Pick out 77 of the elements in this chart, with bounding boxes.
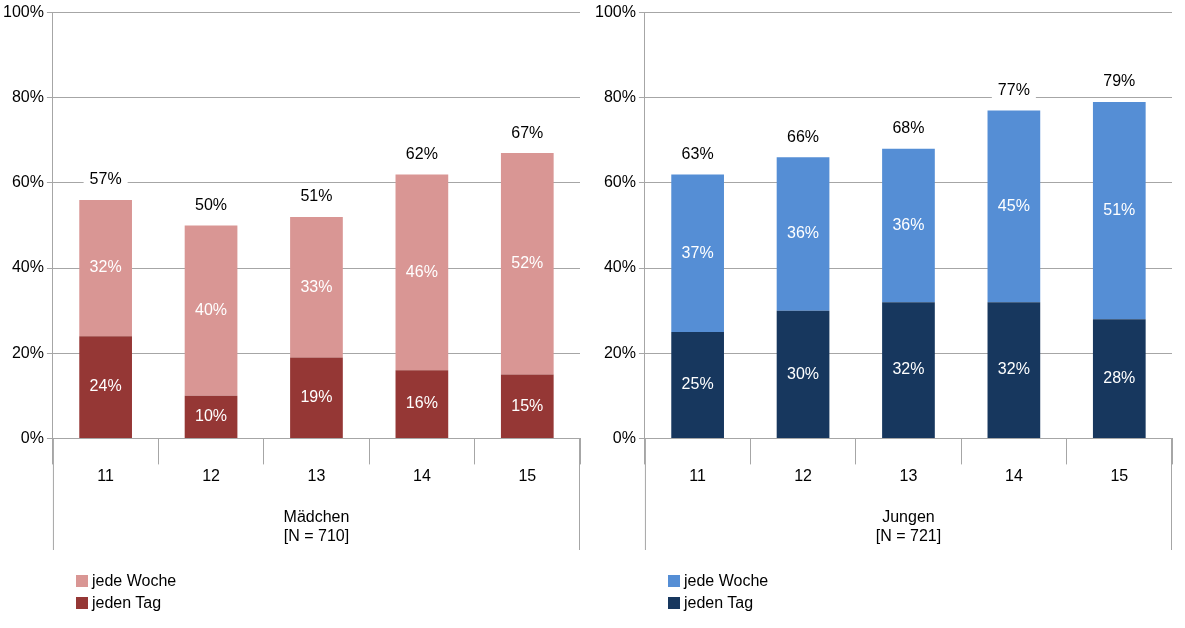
- total-label: 77%: [997, 80, 1030, 98]
- x-tick-label: 15: [518, 467, 537, 485]
- x-tick-label: 11: [689, 467, 707, 485]
- x-tick-label: 13: [899, 467, 918, 485]
- y-tick-label: 0%: [612, 428, 636, 446]
- bar: [882, 148, 935, 303]
- y-tick-label: 60%: [11, 173, 44, 191]
- y-tick-label: 80%: [11, 88, 44, 106]
- data-label: 32%: [997, 360, 1030, 378]
- total-label: 63%: [681, 144, 714, 162]
- y-tick-label: 20%: [11, 343, 44, 361]
- data-label: 28%: [1103, 368, 1136, 386]
- bar: [290, 216, 343, 358]
- y-tick-label: 40%: [11, 258, 44, 276]
- data-label: 33%: [300, 277, 333, 295]
- y-tick-label: 100%: [595, 3, 636, 21]
- bar: [1092, 319, 1146, 438]
- data-label: 45%: [997, 196, 1030, 214]
- legend-label: jede Woche: [92, 572, 177, 590]
- total-label: 68%: [892, 119, 925, 137]
- x-tick-label: 12: [202, 467, 221, 485]
- x-tick-label: 12: [794, 467, 813, 485]
- legend-label: jeden Tag: [684, 594, 754, 612]
- legend-label: jede Woche: [684, 572, 769, 590]
- y-tick-label: 60%: [603, 173, 636, 191]
- bar: [987, 110, 1041, 303]
- bar: [395, 370, 449, 438]
- data-label: 24%: [89, 377, 122, 395]
- y-tick-label: 80%: [603, 88, 636, 106]
- x-tick-label: 13: [307, 467, 326, 485]
- y-tick-label: 100%: [3, 3, 44, 21]
- data-label: 19%: [300, 388, 333, 406]
- x-axis-title: Jungen [N = 721]: [875, 507, 942, 544]
- data-label: 15%: [511, 396, 544, 414]
- bar: [776, 310, 830, 438]
- total-label: 67%: [511, 123, 544, 141]
- data-label: 36%: [892, 215, 925, 233]
- y-tick-label: 0%: [20, 428, 44, 446]
- total-label: 79%: [1103, 72, 1136, 90]
- x-axis-title: Mädchen [N = 710]: [283, 507, 350, 544]
- x-tick-label: 14: [412, 467, 431, 485]
- bar: [500, 153, 554, 375]
- x-tick-label: 15: [1110, 467, 1129, 485]
- bar: [671, 174, 724, 332]
- total-label: 51%: [300, 187, 333, 205]
- data-label: 30%: [787, 364, 820, 382]
- data-label: 37%: [681, 243, 714, 261]
- bar: [79, 336, 132, 438]
- legend-label: jeden Tag: [92, 594, 162, 612]
- total-label: 50%: [195, 195, 228, 213]
- total-label: 66%: [787, 127, 820, 145]
- y-tick-label: 20%: [603, 343, 636, 361]
- x-tick-label: 11: [97, 467, 115, 485]
- bar: [184, 225, 238, 396]
- data-label: 25%: [681, 375, 714, 393]
- data-label: 16%: [405, 394, 438, 412]
- bar: [882, 302, 935, 438]
- data-label: 32%: [89, 258, 122, 276]
- bar: [987, 302, 1041, 438]
- x-tick-label: 14: [1004, 467, 1023, 485]
- bar: [776, 157, 830, 311]
- data-label: 10%: [195, 407, 228, 425]
- data-label: 51%: [1103, 201, 1136, 218]
- bar: [1092, 102, 1146, 320]
- total-label: 57%: [89, 170, 122, 188]
- data-label: 46%: [405, 262, 438, 280]
- data-label: 36%: [787, 224, 820, 242]
- bar: [395, 174, 449, 371]
- total-label: 62%: [405, 144, 438, 162]
- bar: [500, 374, 554, 438]
- data-label: 32%: [892, 360, 925, 378]
- data-label: 40%: [195, 301, 228, 319]
- bar: [671, 331, 724, 438]
- y-tick-label: 40%: [603, 258, 636, 276]
- data-label: 52%: [511, 254, 544, 272]
- bar: [290, 357, 343, 438]
- bar: [79, 199, 132, 337]
